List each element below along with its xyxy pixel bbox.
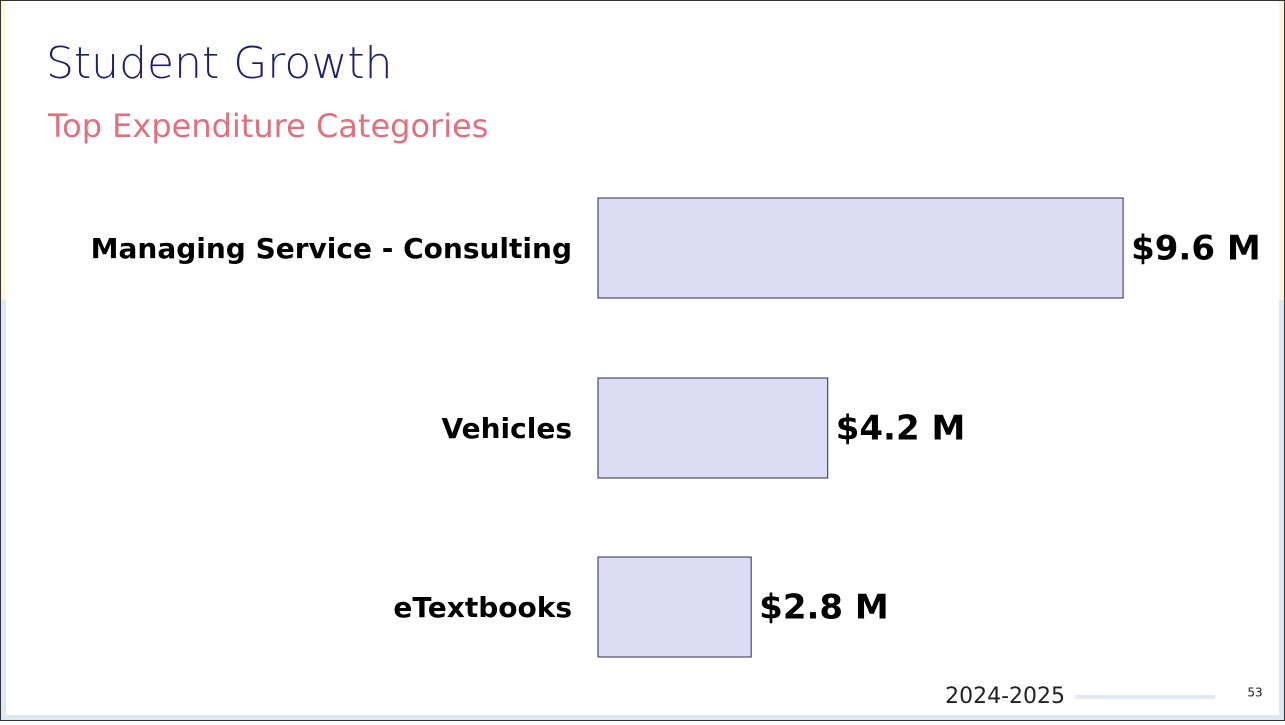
- right-strip-bottom: [1279, 300, 1285, 721]
- page-number: 53: [1247, 686, 1262, 700]
- left-strip-top: [0, 0, 6, 300]
- footer-date: 2024-2025: [945, 684, 1065, 709]
- bar: [597, 377, 829, 479]
- category-label: eTextbooks: [393, 591, 572, 624]
- bar: [597, 556, 752, 658]
- left-strip-bottom: [0, 300, 6, 721]
- slide-title: Student Growth: [46, 38, 392, 89]
- category-label: Vehicles: [441, 412, 572, 445]
- bar: [597, 197, 1124, 299]
- bottom-strip: [0, 715, 1285, 721]
- slide-subtitle: Top Expenditure Categories: [47, 107, 488, 145]
- category-label: Managing Service - Consulting: [91, 232, 572, 265]
- value-label: $9.6 M: [1131, 229, 1261, 269]
- right-strip-top: [1279, 0, 1285, 300]
- value-label: $2.8 M: [759, 588, 889, 628]
- value-label: $4.2 M: [836, 409, 966, 449]
